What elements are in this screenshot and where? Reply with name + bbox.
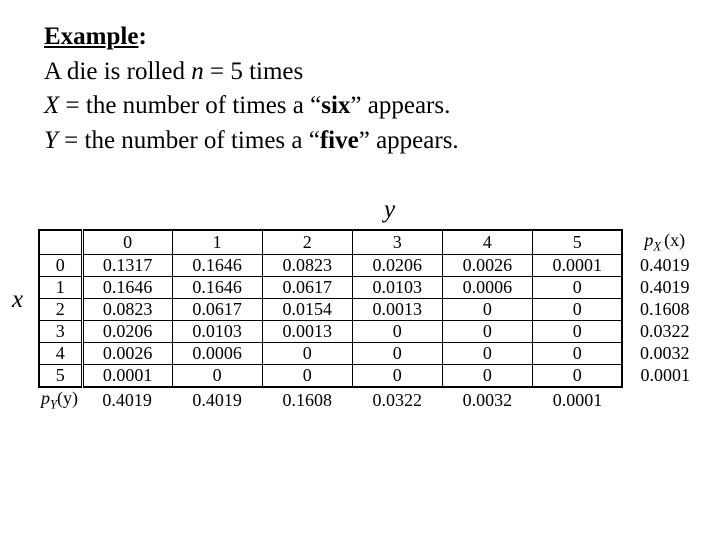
table-row: 0 0.1317 0.1646 0.0823 0.0206 0.0026 0.0… bbox=[39, 255, 707, 277]
cell: 0 bbox=[352, 343, 442, 365]
table-row: 4 0.0026 0.0006 0 0 0 0 0.0032 bbox=[39, 343, 707, 365]
line2-mid: = the number of times a “ bbox=[59, 92, 321, 119]
row-header: 3 bbox=[39, 321, 82, 343]
cell: 0.0206 bbox=[82, 321, 172, 343]
col-header: 5 bbox=[532, 230, 622, 255]
line2-end: ” appears. bbox=[350, 92, 450, 119]
cell: 0.0013 bbox=[262, 321, 352, 343]
cell: 0.1646 bbox=[172, 277, 262, 299]
row-header: 1 bbox=[39, 277, 82, 299]
cell: 0.0026 bbox=[442, 255, 532, 277]
px-value: 0.4019 bbox=[622, 255, 707, 277]
col-header-row: 0 1 2 3 4 5 pX (x) bbox=[39, 230, 707, 255]
cell: 0.0823 bbox=[82, 299, 172, 321]
row-header: 0 bbox=[39, 255, 82, 277]
line3-word: five bbox=[320, 127, 359, 154]
line1-suffix: = 5 times bbox=[204, 58, 304, 85]
corner-cell bbox=[39, 230, 82, 255]
col-header: 3 bbox=[352, 230, 442, 255]
line2-word: six bbox=[321, 92, 350, 119]
table-row: 2 0.0823 0.0617 0.0154 0.0013 0 0 0.1608 bbox=[39, 299, 707, 321]
px-value: 0.0322 bbox=[622, 321, 707, 343]
table-row: 1 0.1646 0.1646 0.0617 0.0103 0.0006 0 0… bbox=[39, 277, 707, 299]
line3-end: ” appears. bbox=[359, 127, 459, 154]
line3-mid: = the number of times a “ bbox=[58, 127, 320, 154]
line3-var: Y bbox=[44, 127, 58, 154]
cell: 0.0026 bbox=[82, 343, 172, 365]
py-value: 0.0322 bbox=[352, 387, 442, 413]
py-row: pY(y) 0.4019 0.4019 0.1608 0.0322 0.0032… bbox=[39, 387, 707, 413]
cell: 0.0001 bbox=[532, 255, 622, 277]
cell: 0.0154 bbox=[262, 299, 352, 321]
cell: 0 bbox=[442, 343, 532, 365]
cell: 0 bbox=[532, 365, 622, 388]
py-value: 0.0032 bbox=[442, 387, 532, 413]
cell: 0.0103 bbox=[352, 277, 442, 299]
cell: 0 bbox=[262, 365, 352, 388]
col-header: 2 bbox=[262, 230, 352, 255]
joint-pmf-table: 0 1 2 3 4 5 pX (x) 0 0.1317 0.1646 0.082… bbox=[38, 229, 708, 413]
py-value: 0.4019 bbox=[172, 387, 262, 413]
cell: 0.0103 bbox=[172, 321, 262, 343]
cell: 0 bbox=[532, 299, 622, 321]
cell: 0.0823 bbox=[262, 255, 352, 277]
cell: 0 bbox=[442, 321, 532, 343]
line1-prefix: A die is rolled bbox=[44, 58, 191, 85]
cell: 0.1317 bbox=[82, 255, 172, 277]
example-header: Example: A die is rolled n = 5 times X =… bbox=[44, 20, 459, 158]
cell: 0 bbox=[172, 365, 262, 388]
px-value: 0.0032 bbox=[622, 343, 707, 365]
table-row: 5 0.0001 0 0 0 0 0 0.0001 bbox=[39, 365, 707, 388]
joint-pmf-table-wrap: 0 1 2 3 4 5 pX (x) 0 0.1317 0.1646 0.082… bbox=[38, 229, 708, 413]
cell: 0 bbox=[532, 321, 622, 343]
empty-cell bbox=[622, 387, 707, 413]
px-value: 0.4019 bbox=[622, 277, 707, 299]
cell: 0.1646 bbox=[82, 277, 172, 299]
cell: 0.0617 bbox=[172, 299, 262, 321]
cell: 0 bbox=[532, 343, 622, 365]
cell: 0.0617 bbox=[262, 277, 352, 299]
x-axis-label: x bbox=[12, 286, 23, 314]
cell: 0 bbox=[442, 365, 532, 388]
line2-var: X bbox=[44, 92, 59, 119]
cell: 0 bbox=[262, 343, 352, 365]
example-title: Example bbox=[44, 23, 138, 50]
cell: 0.0013 bbox=[352, 299, 442, 321]
cell: 0.0206 bbox=[352, 255, 442, 277]
cell: 0.1646 bbox=[172, 255, 262, 277]
y-axis-label: y bbox=[384, 196, 395, 224]
col-header: 0 bbox=[82, 230, 172, 255]
cell: 0 bbox=[442, 299, 532, 321]
py-value: 0.4019 bbox=[82, 387, 172, 413]
py-header: pY(y) bbox=[39, 387, 82, 413]
col-header: 4 bbox=[442, 230, 532, 255]
px-header: pX (x) bbox=[622, 230, 707, 255]
row-header: 2 bbox=[39, 299, 82, 321]
px-value: 0.0001 bbox=[622, 365, 707, 388]
cell: 0.0006 bbox=[442, 277, 532, 299]
cell: 0 bbox=[352, 321, 442, 343]
line1-var: n bbox=[191, 58, 204, 85]
table-row: 3 0.0206 0.0103 0.0013 0 0 0 0.0322 bbox=[39, 321, 707, 343]
cell: 0.0001 bbox=[82, 365, 172, 388]
row-header: 5 bbox=[39, 365, 82, 388]
py-value: 0.0001 bbox=[532, 387, 622, 413]
row-header: 4 bbox=[39, 343, 82, 365]
cell: 0 bbox=[532, 277, 622, 299]
col-header: 1 bbox=[172, 230, 262, 255]
cell: 0.0006 bbox=[172, 343, 262, 365]
px-value: 0.1608 bbox=[622, 299, 707, 321]
cell: 0 bbox=[352, 365, 442, 388]
py-value: 0.1608 bbox=[262, 387, 352, 413]
